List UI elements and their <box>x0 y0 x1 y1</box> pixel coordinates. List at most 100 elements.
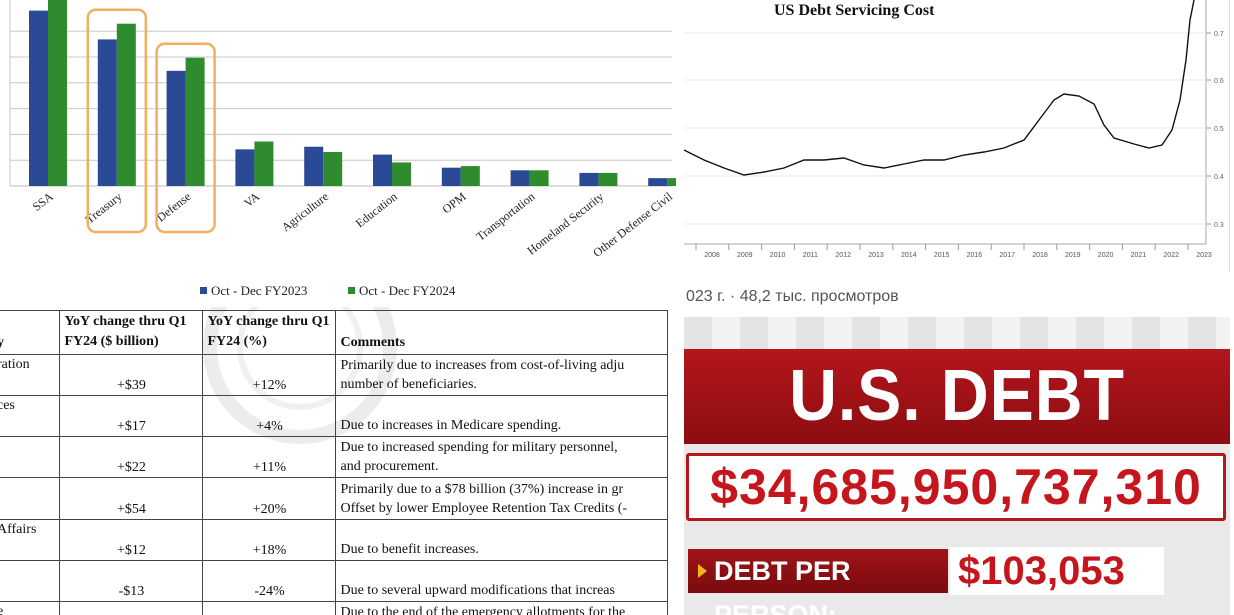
comment-cell: Primarily due to a $78 billion (37%) inc… <box>335 477 668 520</box>
table-row: -$13 -24% Due to several upward modificati… <box>0 560 668 602</box>
legend-swatch <box>348 287 355 294</box>
agency-name: ces <box>0 398 15 413</box>
bar-homeland-security-fy2024 <box>598 172 618 186</box>
bar-va-fy2024 <box>254 141 274 186</box>
debt-per-person-value: $103,053 <box>958 549 1125 593</box>
bar-category-label: SSA <box>30 189 56 214</box>
dollar-change-cell: -$13 <box>59 560 204 602</box>
debt-title-banner: U.S. DEBT <box>684 349 1230 444</box>
comment-line: Due to the end of the emergency allotmen… <box>340 605 626 615</box>
yoy-change-table-panel: y YoY change thru Q1 FY24 ($ billion) Yo… <box>0 307 676 615</box>
comment-line: Due to benefit increases. <box>340 542 479 557</box>
comment-line <box>340 562 663 581</box>
agency-cell <box>0 436 61 478</box>
bar-transportation-fy2024 <box>529 170 549 186</box>
table-row: ration +$39 +12% Primarily due to increases… <box>0 354 668 396</box>
line-x-tick-label: 2015 <box>934 252 950 259</box>
comment-cell: Due to increases in Medicare spending. <box>335 395 668 437</box>
debt-amount-box: $34,685,950,737,310 <box>686 453 1226 521</box>
bar-transportation-fy2023 <box>510 170 530 186</box>
bar-other-defense-civil-fy2024 <box>667 178 676 186</box>
bar-defense-fy2023 <box>166 70 186 186</box>
percent-change-cell: +12% <box>202 354 337 396</box>
us-debt-clock-board: U.S. DEBT $34,685,950,737,310 DEBT PER P… <box>684 317 1230 615</box>
comment-cell: Due to the end of the emergency allotmen… <box>335 601 668 615</box>
comment-line <box>340 521 663 540</box>
agency-cell: ration <box>0 354 61 396</box>
bar-agriculture-fy2023 <box>304 146 324 186</box>
bar-opm-fy2024 <box>460 166 480 186</box>
line-x-tick-label: 2014 <box>901 252 917 259</box>
agency-cell <box>0 477 61 520</box>
dollar-change-cell: +$54 <box>59 477 204 520</box>
percent-change-cell: +4% <box>202 395 337 437</box>
bar-category-label: Defense <box>154 189 194 224</box>
bar-treasury-fy2024 <box>116 23 136 186</box>
table-row: +$22 +11% Due to increased spending for mi… <box>0 436 668 478</box>
line-y-tick-label: 0.5 <box>1214 126 1224 133</box>
board-top-stripes <box>684 317 1230 349</box>
comment-line: Primarily due to increases from cost-of-… <box>340 358 625 373</box>
agency-header-text: y <box>0 335 4 350</box>
line-y-tick-label: 0.3 <box>1214 222 1224 229</box>
comment-line: number of beneficiaries. <box>340 377 477 392</box>
comment-line <box>340 397 663 416</box>
line-x-tick-label: 2021 <box>1131 252 1147 259</box>
caret-right-icon <box>698 564 707 578</box>
percent-change-cell: +11% <box>202 436 337 478</box>
legend-label: Oct - Dec FY2023 <box>211 283 307 298</box>
comment-cell: Due to increased spending for military p… <box>335 436 668 478</box>
agency-cell <box>0 560 61 602</box>
line-x-tick-label: 2018 <box>1032 252 1048 259</box>
bar-category-label: VA <box>241 189 262 210</box>
bar-homeland-security-fy2023 <box>579 172 599 186</box>
debt-per-person-label-box: DEBT PER PERSON: <box>688 549 948 615</box>
table-row: +$54 +20% Primarily due to a $78 billion (… <box>0 477 668 520</box>
dollar-change-cell: +$22 <box>59 436 204 478</box>
line-x-tick-label: 2020 <box>1098 252 1114 259</box>
line-x-tick-label: 2011 <box>803 252 818 259</box>
debt-per-person-label: DEBT PER PERSON: <box>714 556 851 615</box>
table-row: ces +$17+4%Due to increases in Medicare s… <box>0 395 668 437</box>
dollar-change-cell: +$12 <box>59 519 204 561</box>
comments-header: Comments <box>335 310 668 355</box>
bar-treasury-fy2023 <box>97 39 117 186</box>
comment-cell: Due to benefit increases. <box>335 519 668 561</box>
bar-ssa-fy2023 <box>29 10 48 187</box>
agency-cell: Affairs <box>0 519 61 561</box>
bar-category-label: Transportation <box>473 189 537 243</box>
dollar-change-header-text: YoY change thru Q1 FY24 ($ billion) <box>64 314 187 349</box>
comment-line: Due to increased spending for military p… <box>340 440 618 455</box>
views-caption: 023 г. · 48,2 тыс. просмотров <box>686 288 899 305</box>
agency-spending-bar-chart: SSA Treasury Defense VA Agriculture Education… <box>0 0 676 303</box>
comment-cell: Primarily due to increases from cost-of-… <box>335 354 668 396</box>
table-row: Affairs +$12 +18% Due to benefit increases. <box>0 519 668 561</box>
line-x-tick-label: 2023 <box>1196 252 1212 259</box>
bar-category-label: Agriculture <box>279 189 331 234</box>
percent-change-cell: +20% <box>202 477 337 520</box>
agency-name: Affairs <box>0 522 37 537</box>
bar-opm-fy2023 <box>441 167 461 186</box>
agency-name: ration <box>0 357 30 372</box>
agency-cell: e <box>0 601 61 615</box>
highlight-box-defense <box>155 42 216 234</box>
comment-line: Due to increases in Medicare spending. <box>340 418 562 433</box>
bar-agriculture-fy2024 <box>323 151 343 186</box>
line-x-tick-label: 2012 <box>835 252 851 259</box>
line-y-tick-label: 0.7 <box>1214 31 1224 38</box>
legend-label: Oct - Dec FY2024 <box>359 283 456 298</box>
comment-line: Offset by lower Employee Retention Tax C… <box>340 501 628 516</box>
line-x-tick-label: 2016 <box>967 252 983 259</box>
debt-per-person-value-box: $103,053 <box>950 547 1164 595</box>
debt-servicing-cost-chart: US Debt Servicing Cost 2008 2009 2010 2011 2… <box>684 0 1230 272</box>
comment-line: Due to several upward modifications that… <box>340 583 615 598</box>
bar-education-fy2023 <box>373 154 392 186</box>
line-x-tick-label: 2009 <box>737 252 753 259</box>
debt-cost-series-line <box>684 0 1195 176</box>
line-x-tick-label: 2010 <box>770 252 786 259</box>
line-x-tick-label: 2008 <box>704 252 720 259</box>
bar-ssa-fy2024 <box>48 0 67 186</box>
percent-change-cell: +18% <box>202 519 337 561</box>
agency-cell: ces <box>0 395 61 437</box>
bar-defense-fy2024 <box>185 57 205 187</box>
